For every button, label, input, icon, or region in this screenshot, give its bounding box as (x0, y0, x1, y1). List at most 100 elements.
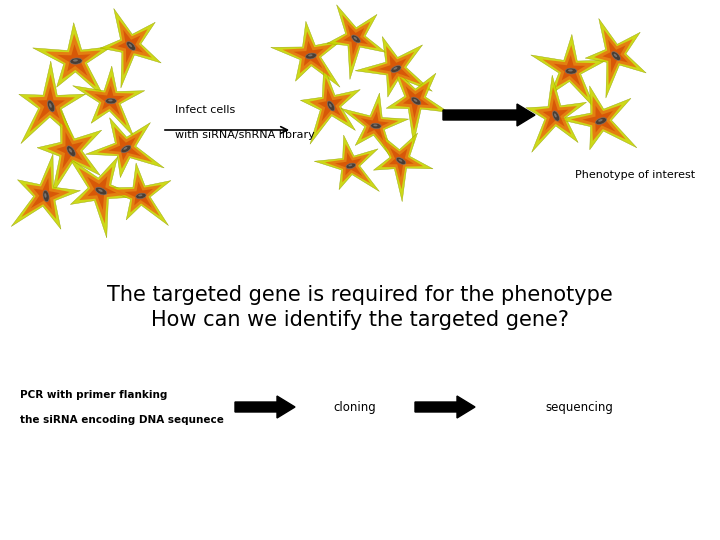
Ellipse shape (328, 101, 335, 111)
Polygon shape (603, 39, 628, 73)
Ellipse shape (49, 103, 52, 108)
Polygon shape (86, 118, 164, 178)
Polygon shape (310, 77, 351, 132)
Ellipse shape (43, 190, 49, 202)
Ellipse shape (391, 65, 401, 72)
Polygon shape (526, 75, 587, 152)
Polygon shape (341, 93, 409, 162)
Polygon shape (585, 18, 646, 98)
Polygon shape (378, 55, 410, 80)
Polygon shape (87, 176, 117, 210)
Ellipse shape (595, 118, 606, 124)
Polygon shape (558, 86, 637, 150)
Polygon shape (109, 19, 152, 75)
Polygon shape (45, 34, 101, 87)
Polygon shape (73, 66, 145, 137)
Text: How can we identify the targeted gene?: How can we identify the targeted gene? (151, 310, 569, 330)
Ellipse shape (98, 189, 103, 192)
Polygon shape (336, 15, 377, 67)
Text: cloning: cloning (333, 401, 377, 414)
Ellipse shape (373, 124, 377, 126)
FancyArrow shape (235, 396, 295, 418)
Polygon shape (271, 21, 343, 87)
Ellipse shape (371, 123, 381, 129)
Ellipse shape (598, 119, 603, 122)
Polygon shape (97, 127, 153, 168)
Polygon shape (367, 46, 421, 89)
Polygon shape (343, 24, 368, 56)
Polygon shape (125, 181, 153, 208)
Polygon shape (351, 103, 399, 151)
Ellipse shape (96, 187, 107, 195)
Polygon shape (109, 136, 141, 160)
Polygon shape (100, 9, 161, 88)
Polygon shape (117, 30, 143, 63)
Polygon shape (12, 154, 81, 230)
Polygon shape (31, 178, 60, 210)
Ellipse shape (106, 98, 117, 104)
Polygon shape (571, 96, 626, 141)
Polygon shape (32, 23, 112, 98)
Text: Phenotype of interest: Phenotype of interest (575, 170, 695, 180)
Polygon shape (19, 61, 86, 144)
Ellipse shape (48, 100, 55, 112)
Polygon shape (543, 98, 568, 131)
Polygon shape (386, 67, 449, 144)
Text: PCR with primer flanking: PCR with primer flanking (20, 390, 167, 400)
Ellipse shape (346, 163, 356, 168)
Ellipse shape (398, 159, 402, 161)
Ellipse shape (611, 52, 621, 60)
Polygon shape (78, 167, 127, 224)
Polygon shape (335, 152, 362, 176)
Polygon shape (37, 107, 102, 195)
Ellipse shape (67, 146, 76, 157)
Polygon shape (389, 147, 414, 178)
Ellipse shape (121, 145, 131, 153)
Polygon shape (22, 166, 70, 219)
FancyArrow shape (443, 104, 535, 126)
Polygon shape (374, 131, 433, 202)
Ellipse shape (348, 164, 352, 166)
Text: sequencing: sequencing (545, 401, 613, 414)
Polygon shape (84, 76, 135, 126)
Polygon shape (318, 89, 343, 122)
Polygon shape (554, 55, 585, 86)
Polygon shape (47, 120, 92, 181)
Polygon shape (361, 112, 389, 140)
Ellipse shape (73, 59, 78, 62)
Ellipse shape (351, 35, 360, 43)
FancyArrow shape (415, 396, 475, 418)
Ellipse shape (396, 158, 405, 165)
Polygon shape (28, 74, 75, 132)
Text: with siRNA/shRNA library: with siRNA/shRNA library (175, 130, 315, 140)
Text: the siRNA encoding DNA sequnece: the siRNA encoding DNA sequnece (20, 415, 224, 425)
Polygon shape (37, 86, 65, 122)
Polygon shape (531, 35, 606, 109)
Ellipse shape (413, 99, 418, 102)
Ellipse shape (308, 55, 312, 57)
Ellipse shape (554, 113, 557, 117)
Polygon shape (543, 45, 595, 97)
Polygon shape (114, 173, 162, 217)
Ellipse shape (411, 97, 420, 105)
Ellipse shape (565, 68, 577, 74)
Polygon shape (594, 29, 636, 85)
Ellipse shape (552, 111, 559, 121)
Ellipse shape (69, 148, 72, 152)
Text: The targeted gene is required for the phenotype: The targeted gene is required for the ph… (107, 285, 613, 305)
Polygon shape (57, 44, 91, 76)
Ellipse shape (393, 67, 397, 70)
Ellipse shape (123, 147, 127, 150)
Polygon shape (403, 86, 429, 118)
Polygon shape (535, 87, 577, 141)
Text: Infect cells: Infect cells (175, 105, 235, 115)
Ellipse shape (613, 53, 617, 57)
Polygon shape (582, 106, 616, 132)
Ellipse shape (129, 44, 132, 47)
Polygon shape (294, 41, 324, 69)
Ellipse shape (329, 104, 332, 107)
Polygon shape (355, 37, 432, 97)
Polygon shape (103, 163, 171, 226)
Polygon shape (327, 5, 386, 79)
Ellipse shape (305, 53, 316, 59)
